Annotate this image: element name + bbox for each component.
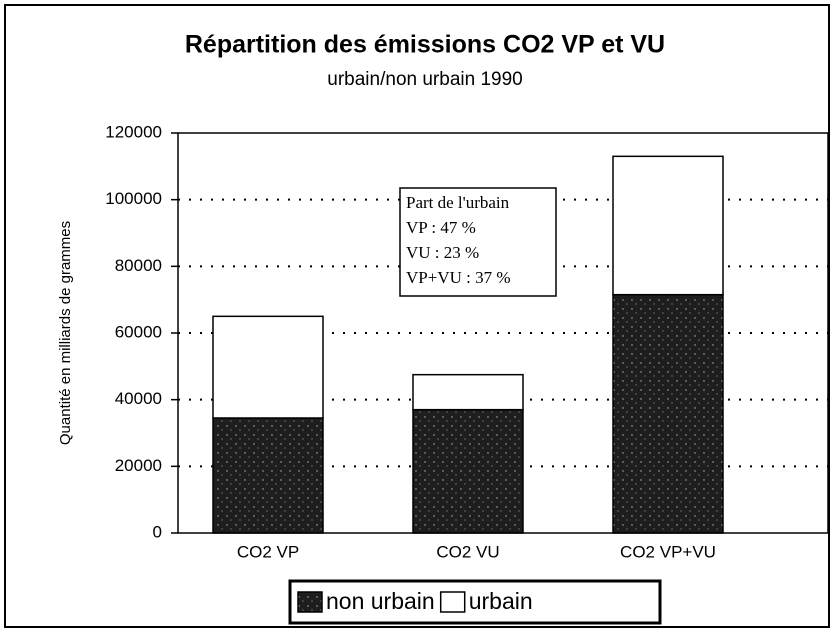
y-tick-label: 40000	[115, 389, 162, 408]
legend-swatch	[297, 591, 323, 613]
bar-segment	[612, 293, 724, 534]
y-tick-label: 120000	[105, 122, 162, 141]
legend-swatch	[439, 591, 466, 613]
bar-segment	[212, 417, 324, 534]
bar-segment	[212, 315, 324, 419]
y-tick-label: 20000	[115, 456, 162, 475]
legend-box	[288, 579, 662, 625]
annotation-line: Part de l'urbain	[406, 193, 510, 212]
chart-title: Répartition des émissions CO2 VP et VU	[185, 31, 665, 59]
bar-segment	[412, 408, 524, 534]
annotation-line: VP+VU : 37 %	[406, 268, 511, 287]
y-tick-label: 80000	[115, 256, 162, 275]
chart-subtitle: urbain/non urbain 1990	[327, 69, 522, 90]
x-tick-label: CO2 VP	[237, 542, 299, 561]
annotation-box	[399, 187, 557, 297]
y-axis-label: Quantité en milliards de grammes	[57, 221, 74, 445]
bar-segment	[612, 155, 724, 296]
legend-label: non urbain	[326, 588, 435, 614]
bar-segment	[412, 373, 524, 411]
legend-label: urbain	[469, 588, 533, 614]
y-tick-label: 60000	[115, 322, 162, 341]
y-tick-label: 100000	[105, 189, 162, 208]
frame	[4, 4, 830, 628]
y-tick-label: 0	[153, 522, 162, 541]
x-tick-label: CO2 VP+VU	[620, 542, 716, 561]
annotation-line: VP : 47 %	[406, 218, 476, 237]
annotation-line: VU : 23 %	[406, 243, 479, 262]
x-tick-label: CO2 VU	[436, 542, 499, 561]
